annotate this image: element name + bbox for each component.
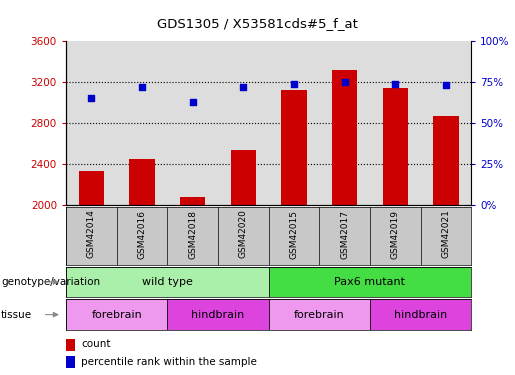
Text: hindbrain: hindbrain xyxy=(394,310,447,320)
Text: GSM42018: GSM42018 xyxy=(188,210,197,258)
Text: GSM42015: GSM42015 xyxy=(289,210,298,258)
Text: GSM42014: GSM42014 xyxy=(87,210,96,258)
Bar xyxy=(269,299,370,330)
Text: GDS1305 / X53581cds#5_f_at: GDS1305 / X53581cds#5_f_at xyxy=(157,17,358,30)
Bar xyxy=(332,70,357,205)
Text: hindbrain: hindbrain xyxy=(191,310,245,320)
Text: GSM42019: GSM42019 xyxy=(391,210,400,258)
Text: GSM42021: GSM42021 xyxy=(441,210,451,258)
Bar xyxy=(66,356,75,368)
Bar xyxy=(370,299,471,330)
Bar xyxy=(269,267,471,297)
Text: tissue: tissue xyxy=(1,310,32,320)
Bar xyxy=(167,299,269,330)
Point xyxy=(87,96,95,102)
Text: GSM42016: GSM42016 xyxy=(138,210,146,258)
Point xyxy=(138,84,146,90)
Bar xyxy=(231,150,256,205)
Bar xyxy=(66,267,269,297)
Bar xyxy=(281,90,306,205)
Text: forebrain: forebrain xyxy=(91,310,142,320)
Text: forebrain: forebrain xyxy=(294,310,345,320)
Text: wild type: wild type xyxy=(142,277,193,287)
Text: Pax6 mutant: Pax6 mutant xyxy=(334,277,405,287)
Point xyxy=(290,81,298,87)
Text: GSM42020: GSM42020 xyxy=(239,210,248,258)
Bar xyxy=(180,196,205,205)
Bar xyxy=(433,116,458,205)
Point xyxy=(442,82,450,88)
Bar xyxy=(66,299,167,330)
Text: count: count xyxy=(81,339,111,349)
Bar xyxy=(79,171,104,205)
Bar xyxy=(66,339,75,351)
Text: genotype/variation: genotype/variation xyxy=(1,277,100,287)
Point xyxy=(188,99,197,105)
Text: percentile rank within the sample: percentile rank within the sample xyxy=(81,357,258,367)
Text: GSM42017: GSM42017 xyxy=(340,210,349,258)
Bar xyxy=(129,159,154,205)
Bar xyxy=(383,88,408,205)
Point xyxy=(340,79,349,85)
Point xyxy=(391,81,399,87)
Point xyxy=(239,84,247,90)
